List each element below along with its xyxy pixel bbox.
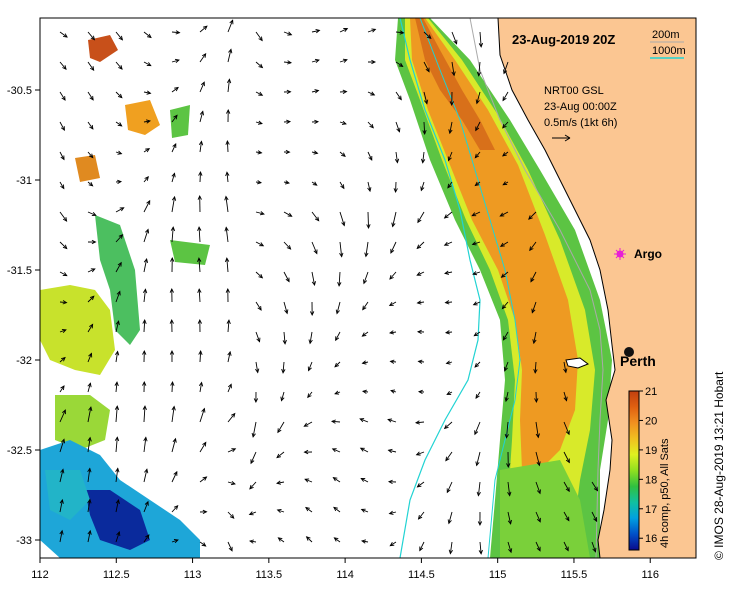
current-legend-line3: 0.5m/s (1kt 6h) [544,117,617,129]
x-tick-label: 116 [641,569,659,581]
colorbar-tick-label: 16 [645,533,657,545]
colorbar-ramp [629,391,639,550]
colorbar-tick-label: 17 [645,504,657,516]
x-axis-ticks: 112 112.5 113 113.5 114 114.5 115 115.5 116 [31,558,659,581]
y-tick-label: -31 [16,175,32,187]
colorbar-tick-label: 18 [645,474,657,486]
y-tick-label: -32 [16,355,32,367]
x-tick-label: 115 [489,569,507,581]
y-tick-label: -33 [16,535,32,547]
x-tick-label: 112 [31,569,49,581]
y-tick-label: -32.5 [7,445,32,457]
x-tick-label: 113.5 [255,569,282,581]
colorbar-label: 4h comp, p50, All Sats [659,438,671,548]
current-legend-line1: NRT00 GSL [544,85,604,97]
colorbar-tick-label: 21 [645,386,657,398]
perth-label: Perth [620,353,656,369]
colorbar-tick-label: 20 [645,415,657,427]
x-tick-label: 114.5 [408,569,435,581]
contour-legend-200m-label: 200m [652,29,680,41]
map-title: 23-Aug-2019 20Z [512,32,615,47]
y-axis-ticks: -30.5 -31 -31.5 -32 -32.5 -33 [7,85,40,547]
current-legend-line2: 23-Aug 00:00Z [544,101,617,113]
x-tick-label: 114 [336,569,354,581]
copyright-notice: © IMOS 28-Aug-2019 13:21 Hobart [712,372,726,560]
x-tick-label: 115.5 [561,569,588,581]
colorbar-tick-label: 19 [645,445,657,457]
x-tick-label: 113 [184,569,202,581]
x-tick-label: 112.5 [103,569,130,581]
contour-legend-1000m-label: 1000m [652,45,686,57]
argo-label: Argo [634,247,662,261]
offshore-sst-green-patch-3 [170,105,190,138]
y-tick-label: -30.5 [7,85,32,97]
y-tick-label: -31.5 [7,265,32,277]
